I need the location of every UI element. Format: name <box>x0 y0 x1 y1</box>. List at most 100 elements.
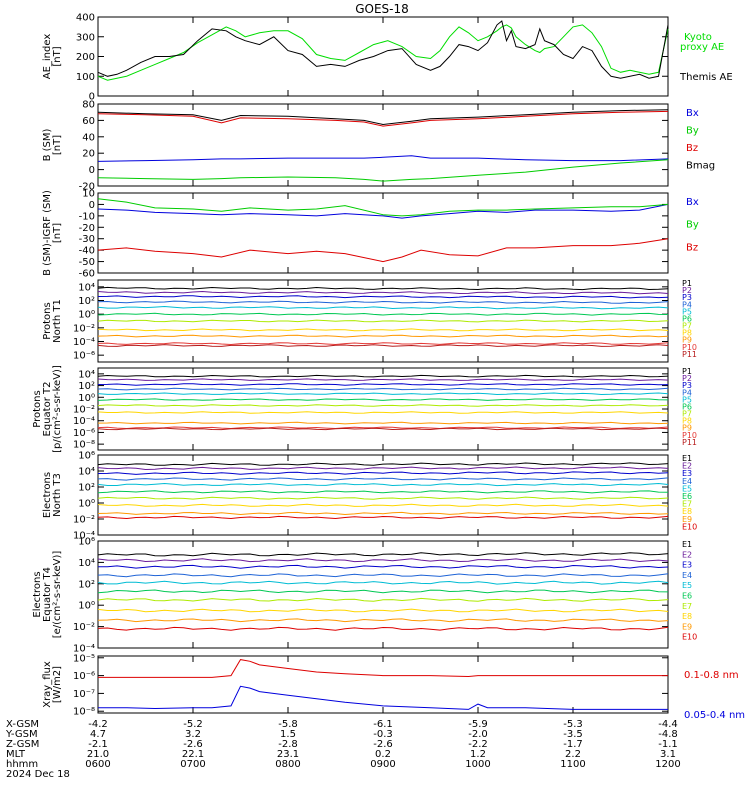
x-tick-label: 4.7 <box>90 729 106 740</box>
y-tick-label: 10 <box>82 189 95 200</box>
legend-label: P11 <box>682 438 697 447</box>
y-tick-label: 10⁰ <box>78 310 95 321</box>
y-tick-label: 0 <box>89 92 95 103</box>
x-tick-label: -3.5 <box>563 729 583 740</box>
legend-label: E8 <box>682 507 692 516</box>
legend-label: E7 <box>682 500 692 509</box>
y-tick-label: 0 <box>89 165 95 176</box>
series-line <box>97 573 669 578</box>
panel-8: 10⁻⁵ 10⁻⁶ 10⁻⁷ 10⁻⁸ Xray_flux [W/m2] 0.1-0.8 n… <box>42 653 745 721</box>
legend-label: P11 <box>682 350 697 359</box>
x-tick-label: -2.6 <box>183 739 203 750</box>
y-tick-label: 10⁻⁴ <box>73 337 95 348</box>
legend-label: E2 <box>682 462 692 471</box>
chart-title: GOES-18 <box>355 2 409 16</box>
series-line <box>97 392 669 396</box>
series-line <box>97 503 669 507</box>
y-tick-label: 10⁻⁶ <box>73 428 95 439</box>
series-line <box>97 564 669 569</box>
x-axis-row-label: MLT <box>6 749 26 760</box>
x-axis-row-label: Y-GSM <box>5 729 38 740</box>
y-tick-label: -30 <box>79 234 95 245</box>
y-tick-label: 40 <box>82 132 95 143</box>
series-line <box>97 426 669 430</box>
legend-label: E1 <box>682 540 692 549</box>
legend-label: P2 <box>682 286 692 295</box>
x-tick-label: -1.7 <box>563 739 583 750</box>
series-line <box>97 411 669 414</box>
y-axis-label: Electrons <box>32 571 43 617</box>
y-tick-label: 100 <box>76 72 95 83</box>
y-axis-label: [p/(cm²-s-sr-keV)] <box>52 365 63 453</box>
series-line <box>97 198 669 217</box>
legend-label: proxy AE <box>680 42 724 53</box>
legend-label: P1 <box>682 367 692 376</box>
series-line <box>97 398 669 401</box>
legend-label: P4 <box>682 300 692 309</box>
y-tick-label: 200 <box>76 52 95 63</box>
x-tick-label: -5.9 <box>468 719 488 730</box>
y-axis-label: Xray_flux <box>42 661 53 708</box>
x-axis-row-label: X-GSM <box>6 719 39 730</box>
series-line <box>97 477 669 481</box>
x-tick-label: -0.3 <box>373 729 393 740</box>
series-line <box>97 421 669 425</box>
x-tick-label: 22.1 <box>182 749 204 760</box>
series-line <box>97 203 669 219</box>
legend-label: E1 <box>682 454 692 463</box>
series-line <box>97 608 669 613</box>
series-line <box>97 618 669 623</box>
x-tick-label: -5.3 <box>563 719 583 730</box>
legend-label: Bz <box>686 242 698 253</box>
y-tick-label: 10⁰ <box>78 601 95 612</box>
y-tick-label: -10 <box>79 211 95 222</box>
legend-label: E9 <box>682 515 692 524</box>
y-tick-label: 60 <box>82 116 95 127</box>
legend-label: E3 <box>682 469 692 478</box>
y-tick-label: 10² <box>78 483 95 494</box>
x-tick-label: 0.2 <box>375 749 391 760</box>
x-tick-label: -5.8 <box>278 719 298 730</box>
series-line <box>97 24 669 81</box>
y-tick-label: 10⁻⁴ <box>73 644 95 655</box>
legend-label: By <box>686 220 699 231</box>
panel-frame <box>97 540 669 649</box>
legend-label: E6 <box>682 592 692 601</box>
legend-label: E4 <box>682 571 692 580</box>
y-tick-label: 20 <box>82 149 95 160</box>
date-label: 2024 Dec 18 <box>6 769 70 780</box>
y-tick-label: -20 <box>79 182 95 193</box>
legend-label: E9 <box>682 622 692 631</box>
series-line <box>97 427 669 431</box>
series-line <box>97 511 669 516</box>
x-tick-label: 3.2 <box>185 729 201 740</box>
y-axis-label: North T1 <box>52 299 63 343</box>
x-tick-label: -4.2 <box>88 719 108 730</box>
y-axis-label: Equator T4 <box>42 567 53 622</box>
series-line <box>97 374 669 378</box>
series-line <box>97 305 669 310</box>
series-line <box>97 155 669 162</box>
legend-label: Bz <box>686 143 698 154</box>
panel-2: -20 0 20 40 60 80 B (SM) [nT] Bx By Bz Bmag <box>42 100 715 193</box>
y-tick-label: 10² <box>78 381 95 392</box>
legend-label: P8 <box>682 417 692 426</box>
legend-label: 0.05-0.4 nm <box>684 710 745 721</box>
series-line <box>97 558 669 563</box>
y-axis-label: B (SM)-IGRF (SM) <box>42 190 53 276</box>
panel-frame <box>97 655 669 714</box>
y-axis-label: [e/(cm²-s-sr-keV)] <box>52 551 63 639</box>
series-line <box>97 552 669 557</box>
legend-label: E5 <box>682 484 692 493</box>
legend-label: E5 <box>682 581 692 590</box>
legend-label: Kyoto <box>684 32 712 43</box>
series-line <box>97 404 669 407</box>
panel-frame <box>97 16 669 97</box>
y-tick-label: 10⁴ <box>78 558 95 569</box>
series-line <box>97 238 669 263</box>
series-line <box>97 344 669 347</box>
series-line <box>97 110 669 127</box>
series-line <box>97 462 669 466</box>
